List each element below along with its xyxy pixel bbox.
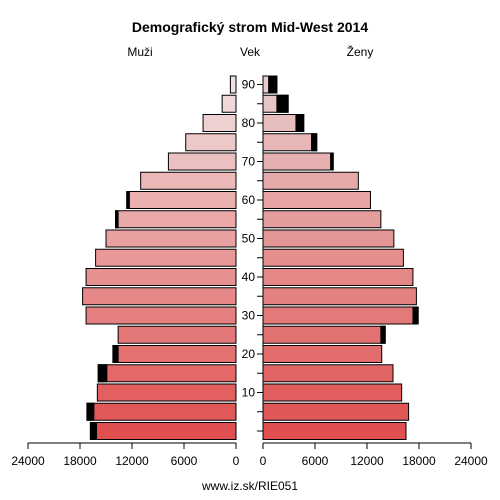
male-x-tick-label: 24000 <box>11 454 45 468</box>
male-excess-5-9 <box>86 402 95 421</box>
bars-group <box>82 75 419 440</box>
female-bar-70-74 <box>262 152 334 171</box>
male-bar-25-29 <box>117 325 237 344</box>
female-bar-55-59 <box>262 210 382 229</box>
male-bar-70-74 <box>167 152 237 171</box>
female-bar-35-39 <box>262 287 417 306</box>
female-bar-25-29 <box>262 325 386 344</box>
age-tick-label: 50 <box>242 232 256 246</box>
female-excess-90+ <box>268 75 278 94</box>
age-tick-label: 40 <box>242 270 256 284</box>
female-excess-25-29 <box>380 325 386 344</box>
female-bar-40-44 <box>262 268 414 286</box>
male-label: Muži <box>127 45 152 59</box>
male-bar-30-34 <box>85 306 237 325</box>
male-bar-50-54 <box>105 229 237 248</box>
male-bar-10-14 <box>96 383 237 402</box>
male-excess-15-19 <box>97 364 108 383</box>
female-x-tick-label: 12000 <box>350 454 384 468</box>
male-bar-45-49 <box>95 248 237 267</box>
male-x-tick-label: 6000 <box>171 454 198 468</box>
male-excess-0-4 <box>89 422 97 440</box>
source-footer: www.iz.sk/RIE051 <box>201 479 298 493</box>
male-bar-85-89 <box>221 94 237 113</box>
age-tick-label: 30 <box>242 309 256 323</box>
female-label: Ženy <box>347 44 374 59</box>
female-x-tick-label: 6000 <box>302 454 329 468</box>
female-bar-0-4 <box>262 422 407 440</box>
female-bar-15-19 <box>262 364 394 383</box>
male-x-tick-label: 0 <box>233 454 240 468</box>
male-bar-65-69 <box>140 171 237 190</box>
female-excess-85-89 <box>276 94 289 113</box>
female-bar-30-34 <box>262 306 419 325</box>
male-bar-80-84 <box>202 114 237 132</box>
age-tick-label: 60 <box>242 193 256 207</box>
female-excess-70-74 <box>330 152 334 171</box>
female-excess-75-79 <box>311 133 318 152</box>
female-x-tick-label: 18000 <box>402 454 436 468</box>
male-bar-15-19 <box>97 364 237 383</box>
female-x-tick-label: 0 <box>260 454 267 468</box>
female-bar-45-49 <box>262 248 404 267</box>
male-bar-5-9 <box>86 402 237 421</box>
female-x-tick-label: 24000 <box>454 454 488 468</box>
male-excess-55-59 <box>115 210 119 229</box>
age-tick-label: 20 <box>242 347 256 361</box>
age-tick-label: 70 <box>242 155 256 169</box>
female-excess-30-34 <box>412 306 419 325</box>
female-bar-50-54 <box>262 229 395 248</box>
male-x-tick-label: 12000 <box>115 454 149 468</box>
male-bar-75-79 <box>185 133 237 152</box>
age-label: Vek <box>240 45 261 59</box>
female-bar-10-14 <box>262 383 403 402</box>
male-bar-20-24 <box>112 345 237 363</box>
age-tick-label: 90 <box>242 78 256 92</box>
male-excess-20-24 <box>112 345 119 363</box>
axes-group: 0 0 6000 6000 12000 12000 18000 18000 24000 24000… <box>11 76 488 468</box>
female-bar-5-9 <box>262 402 410 421</box>
male-bar-40-44 <box>85 268 237 286</box>
female-bar-20-24 <box>262 345 383 363</box>
chart-title: Demografický strom Mid-West 2014 <box>132 19 368 35</box>
male-bar-0-4 <box>89 422 237 440</box>
male-bar-55-59 <box>115 210 237 229</box>
age-tick-label: 80 <box>242 116 256 130</box>
female-bar-60-64 <box>262 191 371 209</box>
male-x-tick-label: 18000 <box>63 454 97 468</box>
male-excess-60-64 <box>126 191 130 209</box>
male-bar-35-39 <box>82 287 237 306</box>
male-bar-60-64 <box>126 191 237 209</box>
female-bar-65-69 <box>262 171 359 190</box>
female-bar-75-79 <box>262 133 318 152</box>
age-tick-label: 10 <box>242 386 256 400</box>
female-excess-80-84 <box>295 114 305 132</box>
male-bar-90+ <box>229 75 237 94</box>
